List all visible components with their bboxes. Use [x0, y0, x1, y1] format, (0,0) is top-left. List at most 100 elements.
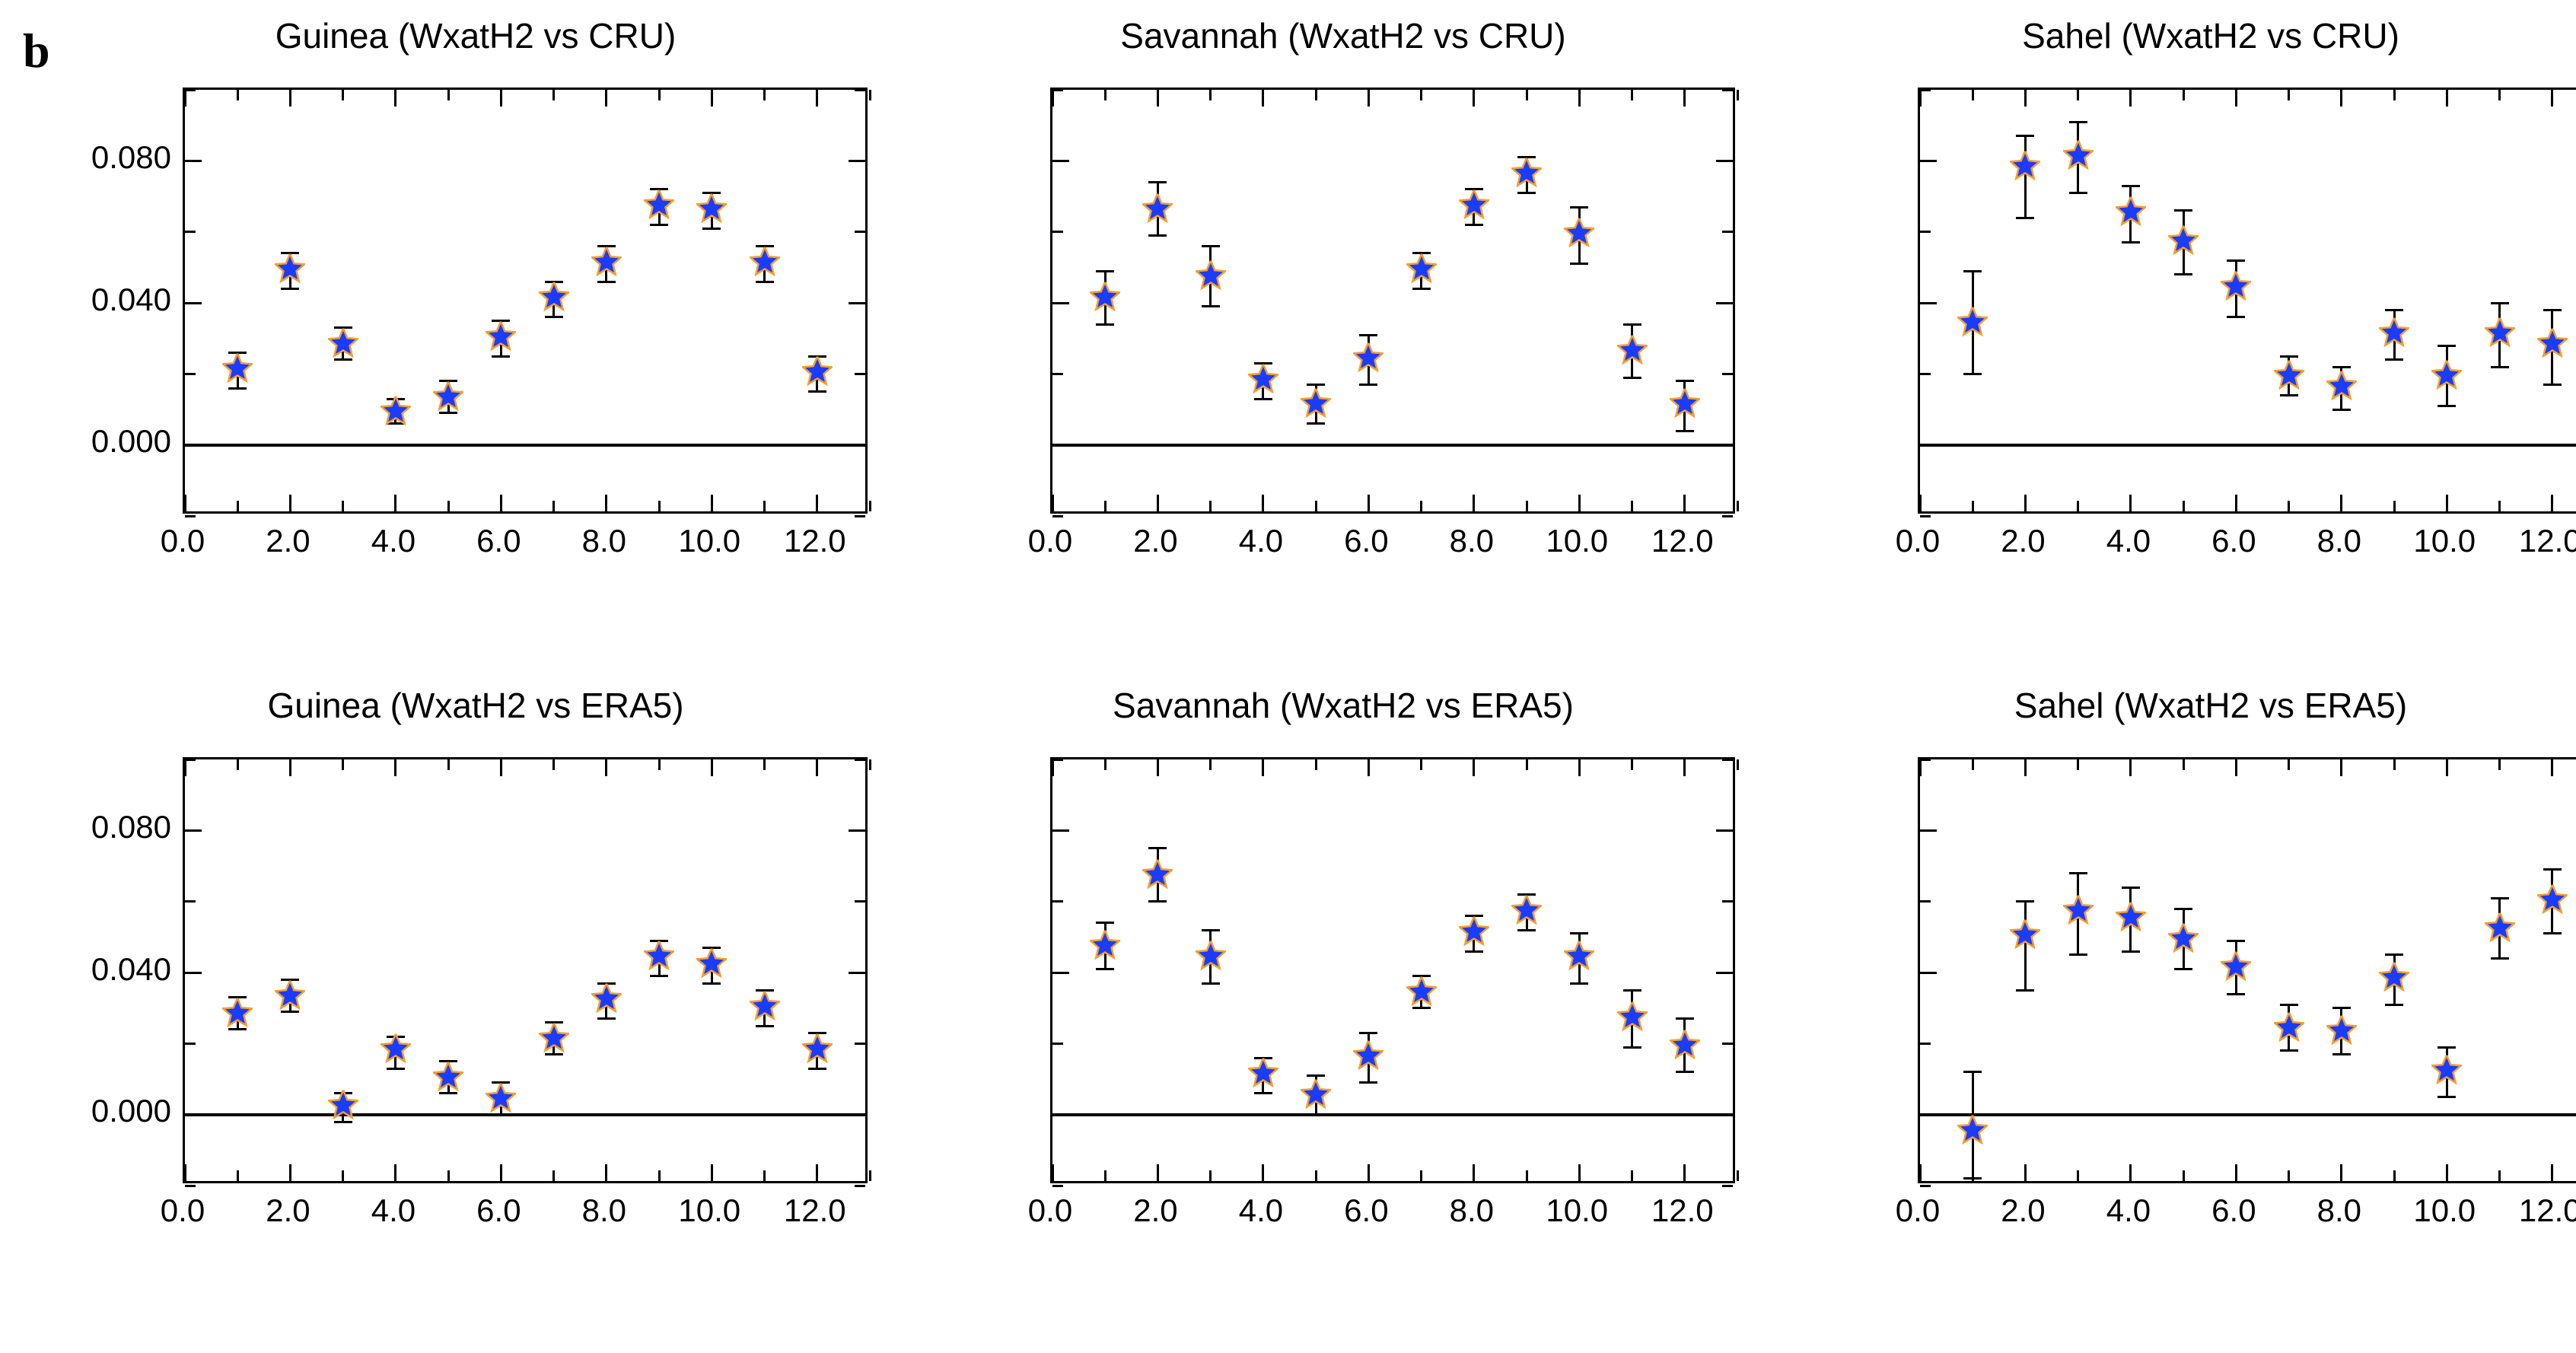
xtick-minor: [447, 90, 450, 100]
xtick: [1052, 1164, 1054, 1181]
marker-star: [2063, 895, 2094, 929]
xtick: [500, 90, 502, 107]
marker-star: [1670, 389, 1700, 423]
xtick-minor: [1209, 90, 1212, 100]
marker-star: [1511, 158, 1542, 193]
marker-star: [2168, 924, 2199, 958]
xtick-label: 12.0: [1651, 523, 1714, 559]
xtick-minor: [2498, 501, 2501, 511]
error-cap: [2227, 316, 2245, 318]
xtick-minor: [552, 501, 555, 511]
ytick: [1052, 1113, 1069, 1116]
xtick-label: 12.0: [2519, 523, 2576, 559]
xtick-label: 10.0: [1546, 523, 1608, 559]
xtick: [1052, 495, 1054, 511]
error-cap: [1623, 989, 1641, 992]
xtick: [2024, 1164, 2027, 1181]
error-cap: [1202, 305, 1220, 307]
error-cap: [2280, 1049, 2298, 1052]
xtick: [2340, 1164, 2342, 1181]
ytick-minor: [1052, 1043, 1063, 1045]
xtick: [711, 495, 713, 511]
marker-star: [1353, 1041, 1384, 1075]
error-cap: [2385, 309, 2403, 311]
xtick-minor: [658, 90, 661, 100]
error-cap: [1623, 377, 1641, 379]
error-cap: [1963, 270, 1982, 272]
xtick-minor: [1420, 501, 1422, 511]
xtick: [2551, 495, 2553, 511]
xtick: [2129, 759, 2132, 776]
panel-1: Savannah (WxatH2 vs CRU)0.02.04.06.08.01…: [944, 15, 1743, 639]
error-cap: [2069, 872, 2087, 874]
plot-area: [1050, 757, 1735, 1183]
xtick-label: 0.0: [1896, 523, 1940, 559]
xtick: [184, 1164, 186, 1181]
xtick: [1683, 495, 1686, 511]
xtick: [1919, 1164, 1922, 1181]
error-cap: [1570, 206, 1588, 209]
ytick-minor: [1722, 900, 1733, 903]
xtick-label: 6.0: [476, 523, 521, 559]
xtick-label: 8.0: [582, 523, 626, 559]
xtick-minor: [1104, 1170, 1107, 1181]
marker-star: [696, 948, 727, 982]
error-cap: [1963, 373, 1982, 375]
error-cap: [2016, 135, 2034, 137]
xtick-minor: [2393, 90, 2396, 100]
xtick-minor: [1104, 759, 1107, 770]
marker-star: [750, 991, 780, 1025]
ytick-minor: [1920, 1185, 1931, 1187]
figure-container: b Guinea (WxatH2 vs CRU)0.0000.0400.0800…: [15, 15, 2576, 1338]
marker-star: [275, 254, 305, 288]
marker-star: [696, 193, 727, 228]
marker-star: [1406, 254, 1437, 288]
ytick-minor: [1722, 1185, 1733, 1187]
ytick-minor: [185, 759, 196, 761]
xtick-label: 2.0: [1133, 523, 1177, 559]
ytick: [849, 972, 865, 974]
marker-star: [1142, 860, 1173, 894]
xtick: [1052, 90, 1054, 107]
error-cap: [1096, 323, 1114, 326]
marker-star: [222, 998, 253, 1033]
error-cap: [2543, 384, 2562, 386]
xtick-label: 8.0: [2317, 1192, 2361, 1229]
ytick: [185, 160, 202, 162]
error-cap: [2332, 366, 2351, 368]
zero-line: [185, 444, 865, 447]
marker-star: [2379, 318, 2409, 352]
xtick: [2235, 495, 2237, 511]
ytick: [1920, 1113, 1937, 1116]
xtick-label: 12.0: [784, 1192, 846, 1229]
marker-star: [644, 190, 674, 224]
ytick: [1920, 302, 1937, 304]
marker-star: [2379, 963, 2409, 997]
xtick-minor: [1737, 501, 1739, 511]
ytick-label: 0.040: [76, 282, 171, 318]
ytick: [1716, 160, 1733, 162]
xtick-minor: [869, 759, 871, 770]
ytick: [849, 829, 865, 832]
marker-star: [1459, 190, 1489, 224]
marker-star: [1353, 342, 1384, 377]
xtick-label: 4.0: [1239, 523, 1283, 559]
marker-star: [1511, 895, 1542, 929]
xtick-label: 2.0: [266, 523, 310, 559]
ytick: [1920, 972, 1937, 974]
xtick-label: 10.0: [678, 1192, 740, 1229]
marker-star: [2485, 318, 2515, 352]
marker-star: [591, 984, 622, 1018]
error-cap: [2491, 957, 2509, 960]
marker-star: [2221, 272, 2251, 306]
marker-star: [2537, 884, 2568, 918]
xtick-minor: [2288, 759, 2290, 770]
plot-area: [1918, 88, 2576, 514]
xtick-label: 0.0: [161, 1192, 205, 1229]
ytick-minor: [855, 1185, 865, 1187]
ytick: [1716, 1113, 1733, 1116]
xtick-minor: [1104, 501, 1107, 511]
error-cap: [2437, 1046, 2456, 1049]
marker-star: [1248, 1059, 1278, 1093]
xtick-minor: [237, 90, 239, 100]
